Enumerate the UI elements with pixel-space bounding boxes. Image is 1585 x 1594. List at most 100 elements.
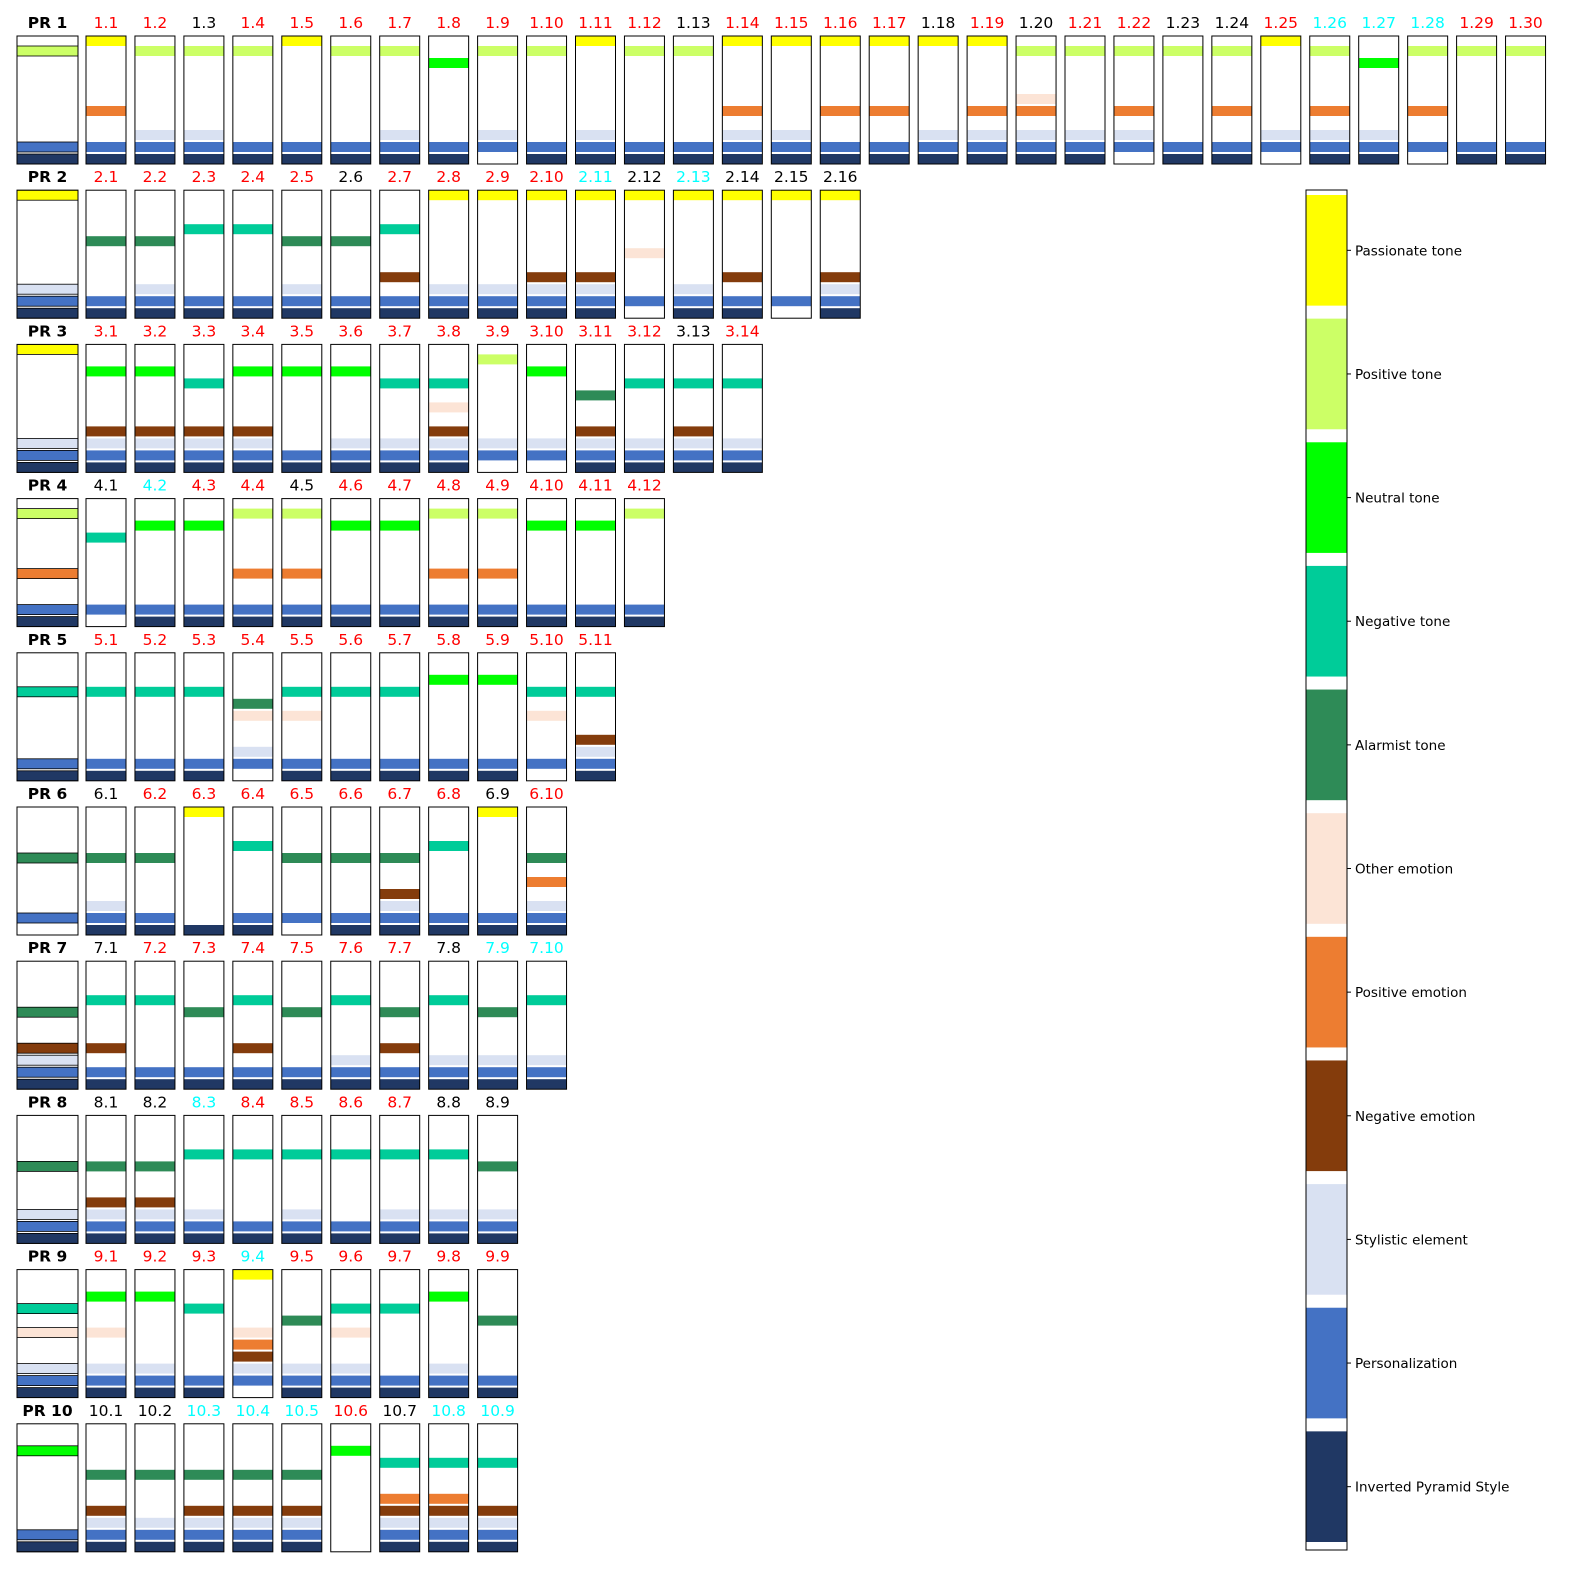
- tile-ip: [575, 616, 616, 627]
- column-frame: [819, 189, 861, 319]
- item-label: 5.6: [338, 631, 363, 649]
- item-column: [134, 1423, 176, 1553]
- tile-pt: [134, 46, 175, 56]
- tile-pz: [428, 142, 469, 152]
- item-label: 8.4: [241, 1093, 266, 1111]
- tile-se: [477, 1055, 518, 1066]
- item-column: [721, 343, 763, 473]
- tile-pz: [526, 142, 567, 152]
- tile-pz: [232, 604, 273, 615]
- item-column: [183, 806, 225, 936]
- tile-nt: [428, 674, 469, 685]
- item-label: 3.4: [241, 322, 266, 340]
- item-column: [134, 1114, 176, 1244]
- tile-pt: [1505, 46, 1546, 56]
- item-column: [330, 35, 372, 165]
- tile-al: [183, 1469, 224, 1480]
- tile-ip: [379, 1541, 420, 1552]
- item-column: [281, 35, 323, 165]
- item-column: [428, 1269, 470, 1399]
- tile-pz: [134, 450, 175, 461]
- column-frame: [917, 35, 959, 165]
- tile-se: [820, 284, 861, 295]
- group-label: PR 5: [28, 631, 67, 649]
- tile-ip: [16, 1387, 79, 1398]
- tile-pa: [477, 807, 518, 817]
- tile-se: [281, 1517, 322, 1528]
- tile-pz: [428, 1221, 469, 1232]
- item-column: [281, 960, 323, 1090]
- reference-column: [16, 806, 79, 936]
- legend-swatch-ne: [1306, 1060, 1347, 1172]
- item-label: 7.8: [436, 939, 461, 957]
- tile-pz: [526, 296, 567, 307]
- tile-ip: [428, 462, 469, 473]
- item-label: 6.7: [387, 785, 412, 803]
- tile-pz: [183, 1529, 224, 1540]
- tile-ip: [330, 1387, 371, 1398]
- tile-al: [281, 1007, 322, 1018]
- item-column: [477, 35, 519, 165]
- item-column: [232, 960, 274, 1090]
- group-label: PR 2: [28, 168, 67, 186]
- column-frame: [526, 806, 568, 936]
- column-frame: [1113, 35, 1155, 165]
- item-label: 1.8: [436, 14, 461, 32]
- tile-ng: [428, 1149, 469, 1160]
- item-column: [183, 1423, 225, 1553]
- tile-nt: [16, 1445, 79, 1457]
- tile-pz: [722, 142, 763, 152]
- group-label: PR 1: [28, 14, 67, 32]
- column-frame: [330, 1423, 372, 1553]
- tile-ne: [134, 426, 175, 437]
- item-label: 2.6: [338, 168, 363, 186]
- item-label: 1.9: [485, 14, 510, 32]
- tile-ip: [428, 1387, 469, 1398]
- tile-ne: [673, 426, 714, 437]
- item-label: 5.4: [241, 631, 266, 649]
- tile-pa: [428, 190, 469, 201]
- tile-pz: [575, 450, 616, 461]
- tile-pa: [232, 1269, 273, 1280]
- tile-se: [673, 438, 714, 449]
- group-label: PR 8: [28, 1093, 67, 1111]
- column-frame: [85, 652, 127, 782]
- tile-ip: [86, 1079, 126, 1090]
- tile-ip: [281, 1233, 322, 1244]
- tile-pz: [330, 1221, 371, 1232]
- tile-pe: [722, 106, 763, 116]
- tile-se: [722, 130, 763, 140]
- item-label: 1.24: [1215, 14, 1250, 32]
- tile-ip: [281, 770, 322, 781]
- tile-pa: [673, 190, 714, 201]
- tile-pt: [232, 508, 273, 519]
- tile-al: [330, 236, 371, 247]
- tile-ip: [379, 154, 420, 164]
- item-label: 1.10: [529, 14, 564, 32]
- tile-ip: [428, 1233, 469, 1244]
- column-frame: [183, 498, 225, 628]
- tile-ne: [16, 1042, 79, 1054]
- column-frame: [379, 652, 421, 782]
- tile-ng: [379, 1149, 420, 1160]
- item-column: [85, 189, 127, 319]
- tile-pz: [428, 913, 469, 923]
- tile-oe: [428, 402, 469, 413]
- tile-al: [281, 853, 322, 863]
- tile-pt: [1113, 46, 1154, 56]
- item-label: 1.5: [289, 14, 314, 32]
- column-frame: [672, 343, 714, 473]
- tile-pz: [379, 450, 420, 461]
- tile-ng: [86, 532, 126, 543]
- tile-pz: [281, 1221, 322, 1232]
- item-label: 10.2: [138, 1402, 173, 1420]
- tile-pz: [428, 1375, 469, 1386]
- item-column: [85, 806, 127, 936]
- tile-ip: [86, 1541, 126, 1552]
- item-label: 3.10: [529, 322, 564, 340]
- column-frame: [721, 35, 763, 165]
- item-column: [85, 652, 127, 782]
- legend-label: Positive tone: [1355, 367, 1442, 383]
- tile-ip: [477, 1233, 518, 1244]
- tile-se: [1016, 130, 1057, 140]
